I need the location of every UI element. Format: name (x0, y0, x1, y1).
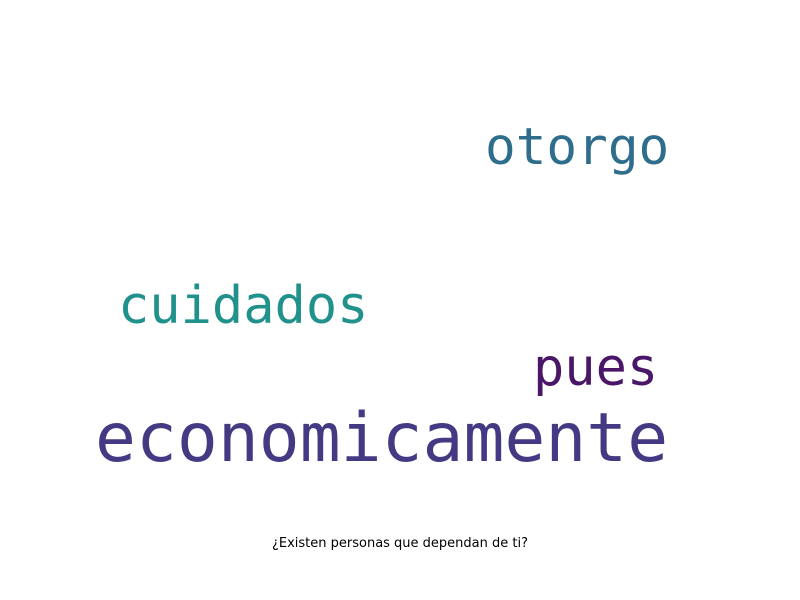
word-pues: pues (533, 338, 659, 398)
cloud-caption: ¿Existen personas que dependan de ti? (271, 536, 529, 551)
word-otorgo: otorgo (485, 118, 670, 177)
word-cloud: otorgo cuidados pues economicamente (95, 118, 670, 478)
word-economicamente: economicamente (95, 399, 669, 478)
word-cuidados: cuidados (118, 276, 369, 336)
